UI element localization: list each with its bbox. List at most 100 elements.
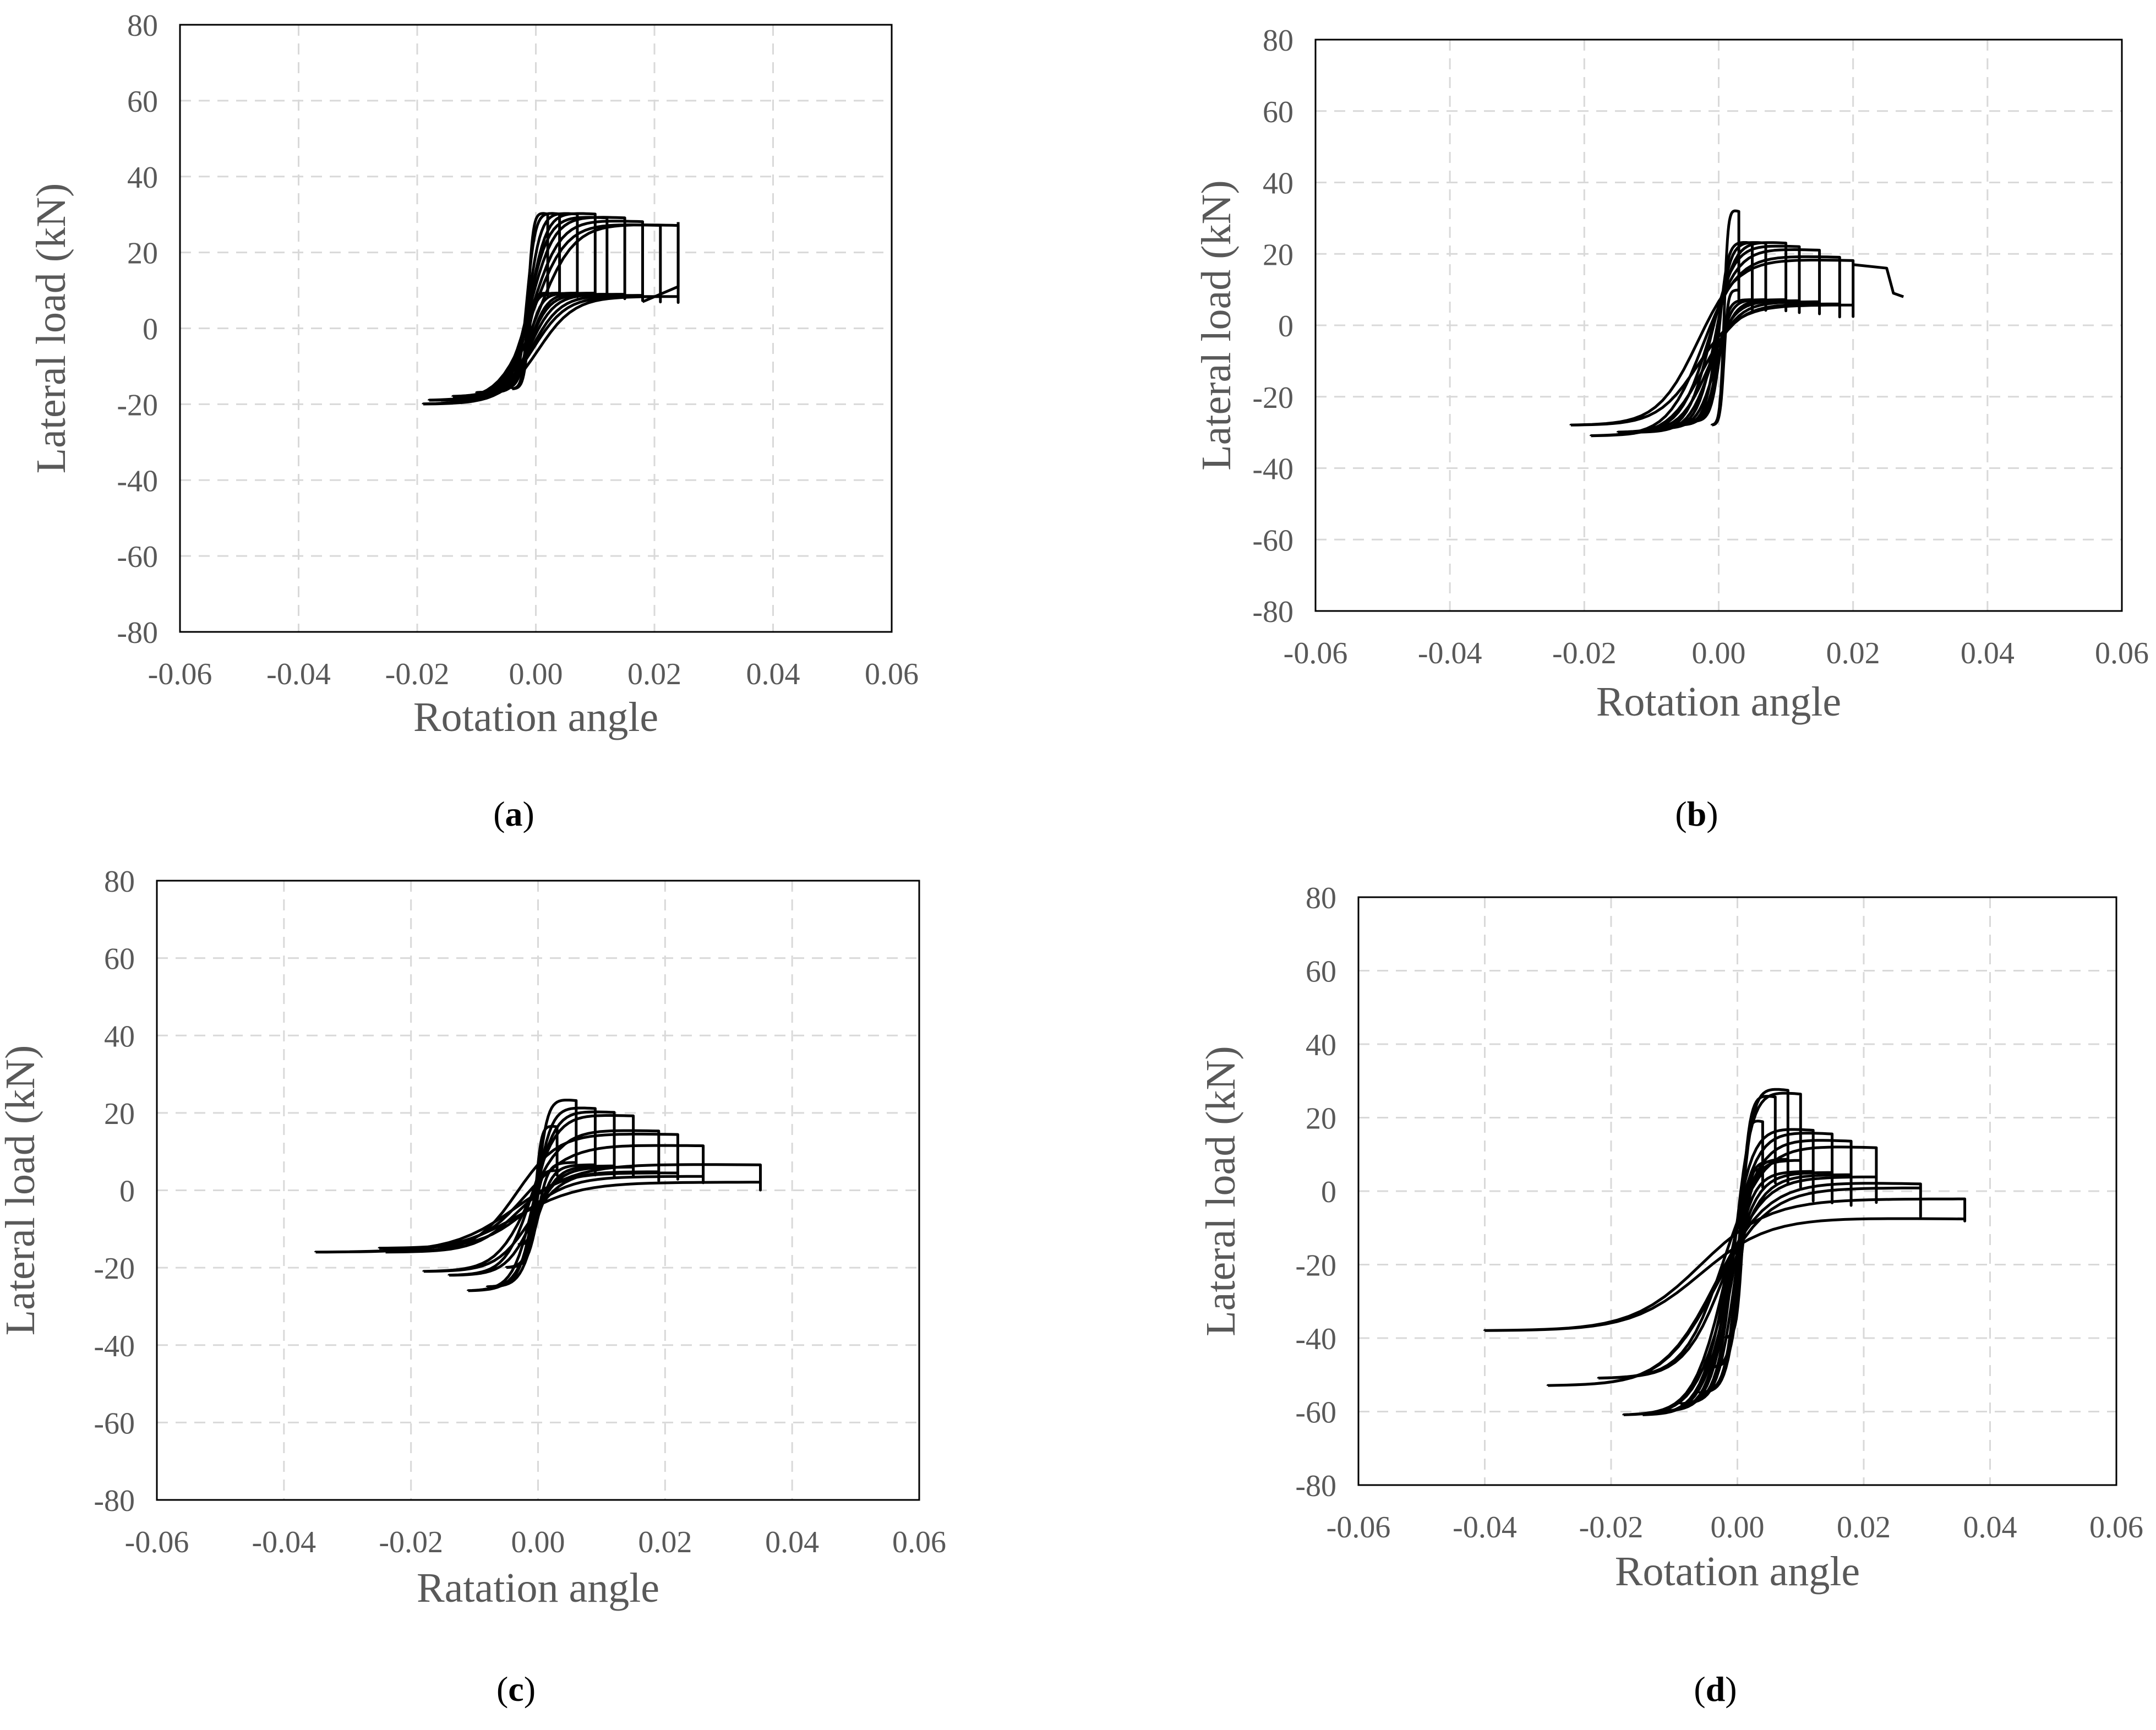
y-tick-label: 60 [1306,955,1336,989]
y-axis-label: Lateral load (kN) [1193,180,1240,471]
x-tick-label: -0.04 [252,1525,316,1559]
panel-caption: (a) [493,794,534,833]
final-branch [642,222,680,303]
y-tick-label: 60 [127,85,158,119]
x-tick-label: -0.02 [379,1525,443,1559]
y-tick-label: -20 [1295,1249,1336,1283]
x-tick-label: 0.06 [2095,636,2149,670]
panel-caption: (b) [1675,794,1718,833]
y-tick-label: 0 [1278,309,1293,343]
hysteresis-loop [314,1163,762,1254]
hysteresis-loop [1641,1132,1834,1416]
panel-c: -0.06 -0.04 -0.02 0.00 0.02 0.04 0.06 80 60 40 20 0… [0,865,946,1709]
y-tick-label: 80 [1263,24,1293,58]
caption-close-paren: ) [1725,1669,1737,1709]
x-tick-label: 0.00 [509,657,563,691]
caption-close-paren: ) [1706,794,1718,833]
hysteresis-loop [1483,1197,1967,1332]
x-tick-label: -0.04 [266,657,331,691]
x-tick-label: -0.06 [125,1525,189,1559]
plot-frame [179,24,893,633]
hysteresis-loop [1569,259,1855,427]
x-tick-label: 0.00 [511,1525,565,1559]
y-tick-label: -20 [117,388,158,422]
y-tick-label: -40 [117,464,158,498]
y-tick-label: 60 [1263,95,1293,129]
x-tick-label: 0.04 [765,1525,819,1559]
y-tick-label: -40 [1295,1322,1336,1356]
x-tick-label: -0.02 [1579,1510,1644,1545]
y-tick-label: -20 [94,1252,135,1286]
x-tick-label: -0.02 [385,657,450,691]
y-tick-label: 60 [104,942,135,976]
x-tick-label: 0.04 [746,657,800,691]
hysteresis-loop [428,223,662,402]
panel-a: -0.06 -0.04 -0.02 0.00 0.02 0.04 0.06 80 60 40 20 0… [28,9,919,833]
x-axis-label: Ratation angle [417,1565,659,1611]
y-tick-label: 80 [127,9,158,43]
y-tick-label: -80 [117,616,158,650]
x-tick-label: 0.02 [638,1525,692,1559]
hysteresis-loop [1546,1182,1922,1387]
x-tick-label: -0.06 [148,657,212,691]
x-tick-label: 0.06 [865,657,919,691]
y-tick-label: -60 [1252,523,1293,558]
panel-caption: (c) [496,1669,536,1709]
plot-frame [1314,39,2123,612]
y-axis-label: Lateral load (kN) [28,183,74,474]
caption-letter: d [1706,1669,1726,1709]
y-tick-label: 0 [143,313,158,347]
y-tick-label: 40 [104,1019,135,1054]
x-axis-label: Rotation angle [1596,679,1841,725]
y-tick-label: -60 [117,540,158,574]
y-tick-label: -60 [1295,1396,1336,1430]
y-tick-label: -40 [94,1329,135,1363]
x-tick-label: -0.06 [1327,1510,1391,1545]
x-tick-label: 0.02 [1826,636,1880,670]
y-tick-label: -60 [94,1406,135,1440]
y-tick-label: 20 [1306,1102,1336,1136]
x-tick-label: -0.04 [1418,636,1482,670]
x-tick-label: 0.02 [627,657,681,691]
x-tick-label: 0.06 [2089,1510,2143,1545]
y-tick-label: -20 [1252,381,1293,415]
y-axis-label: Lateral load (kN) [0,1045,43,1336]
y-axis-label: Lateral load (kN) [1198,1046,1244,1336]
x-tick-label: 0.04 [1961,636,2015,670]
y-tick-label: 0 [1321,1175,1336,1209]
x-tick-label: 0.06 [892,1525,946,1559]
caption-open-paren: ( [493,794,505,833]
x-tick-label: 0.00 [1711,1510,1765,1545]
y-tick-label: 20 [127,237,158,271]
y-tick-label: -80 [1295,1469,1336,1503]
x-axis-label: Rotation angle [1615,1548,1860,1595]
y-tick-label: -40 [1252,452,1293,487]
x-axis-label: Rotation angle [413,694,658,740]
x-tick-label: -0.04 [1453,1510,1517,1545]
hysteresis-loop [1590,255,1841,438]
caption-close-paren: ) [524,1669,536,1709]
caption-open-paren: ( [1694,1669,1705,1709]
y-tick-label: 80 [1306,881,1336,915]
panel-d: -0.06 -0.04 -0.02 0.00 0.02 0.04 0.06 80 60 40 20 0… [1198,881,2143,1709]
y-tick-label: -80 [94,1484,135,1518]
caption-letter: b [1687,794,1707,833]
caption-open-paren: ( [496,1669,508,1709]
final-branch [1853,263,1904,298]
plot-frame [156,880,920,1501]
x-tick-label: -0.06 [1284,636,1348,670]
y-tick-label: 40 [1306,1028,1336,1062]
y-tick-label: -80 [1252,595,1293,629]
y-tick-label: 20 [104,1097,135,1131]
x-tick-label: -0.02 [1552,636,1617,670]
x-tick-label: 0.00 [1692,636,1746,670]
y-tick-label: 80 [104,865,135,899]
y-tick-label: 40 [1263,167,1293,201]
hysteresis-loop [422,223,680,406]
x-tick-label: 0.02 [1837,1510,1891,1545]
y-tick-label: 20 [1263,238,1293,272]
caption-letter: c [508,1669,523,1709]
hysteresis-loop [1710,209,1740,427]
x-tick-label: 0.04 [1963,1510,2017,1545]
